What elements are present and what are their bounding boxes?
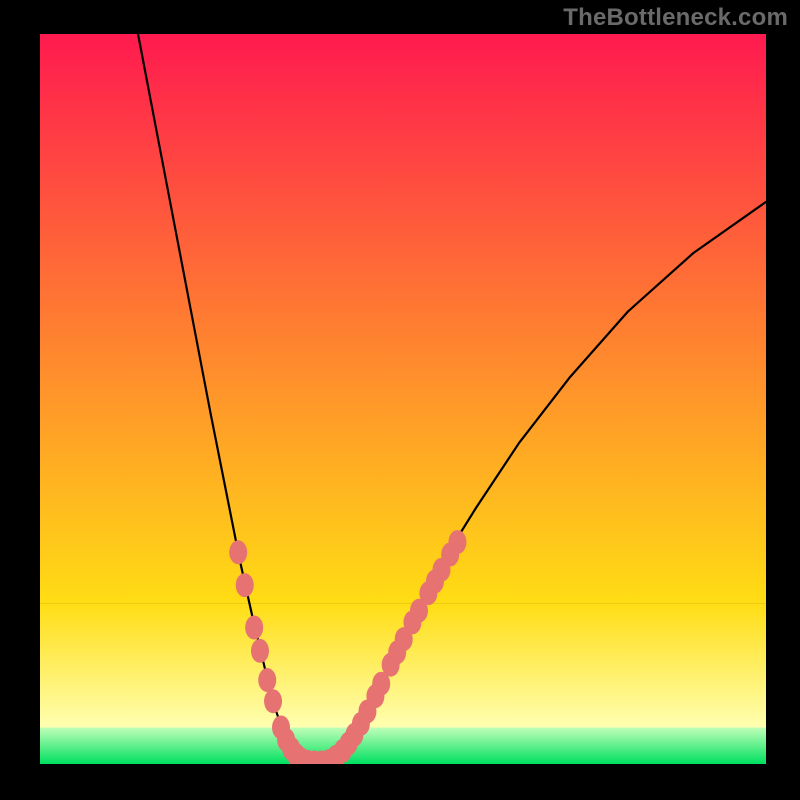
watermark-text: TheBottleneck.com	[563, 4, 788, 32]
markers-left-pt	[245, 615, 263, 639]
gradient-band-2	[40, 603, 766, 727]
markers-right-pt	[448, 530, 466, 554]
gradient-band-3	[40, 728, 766, 765]
frame-right	[766, 0, 800, 800]
markers-left-pt	[236, 573, 254, 597]
gradient-band-1	[40, 34, 766, 603]
markers-left-pt	[264, 689, 282, 713]
bottleneck-chart	[0, 0, 800, 800]
frame-left	[0, 0, 40, 800]
markers-left-pt	[229, 540, 247, 564]
markers-left-pt	[258, 668, 276, 692]
frame-bottom	[0, 764, 800, 800]
markers-left-pt	[251, 639, 269, 663]
